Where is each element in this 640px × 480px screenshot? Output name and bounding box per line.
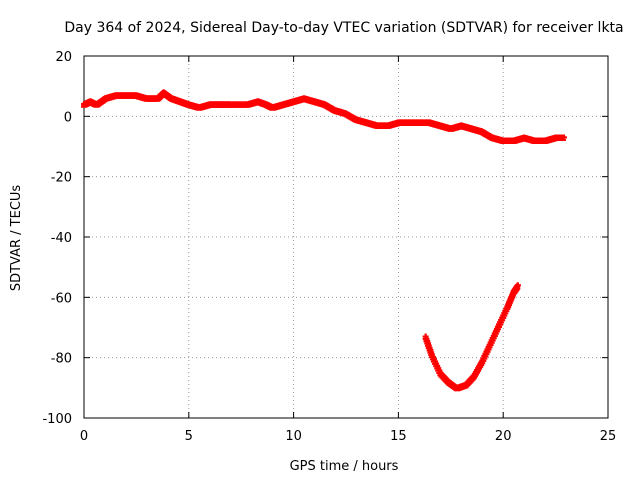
x-axis-label: GPS time / hours: [290, 459, 399, 474]
x-tick-label: 15: [390, 429, 407, 444]
plot-frame: [83, 55, 609, 419]
y-tick-label: -60: [51, 291, 72, 306]
y-tick-label: -100: [42, 412, 72, 427]
y-tick-label: 0: [64, 110, 72, 125]
grid-lines: [84, 56, 608, 418]
series-late-arc: [422, 282, 521, 392]
y-axis-label: SDTVAR / TECUs: [9, 185, 24, 292]
x-tick-label: 20: [495, 429, 512, 444]
data-point: [560, 134, 567, 141]
chart-title: Day 364 of 2024, Sidereal Day-to-day VTE…: [64, 20, 623, 36]
series-main-band: [81, 89, 567, 144]
data-point: [514, 282, 521, 289]
axis-ticks: 0 5 10 15 20 25 -100 -80 -60 -40 -20 0 20: [42, 50, 616, 444]
y-tick-label: -20: [51, 171, 72, 186]
x-tick-label: 0: [80, 429, 88, 444]
x-tick-label: 5: [185, 429, 193, 444]
x-tick-label: 25: [600, 429, 617, 444]
y-tick-label: -40: [51, 231, 72, 246]
data-series: [81, 89, 567, 392]
y-tick-label: -80: [51, 352, 72, 367]
x-tick-label: 10: [285, 429, 302, 444]
y-tick-label: 20: [55, 50, 72, 65]
